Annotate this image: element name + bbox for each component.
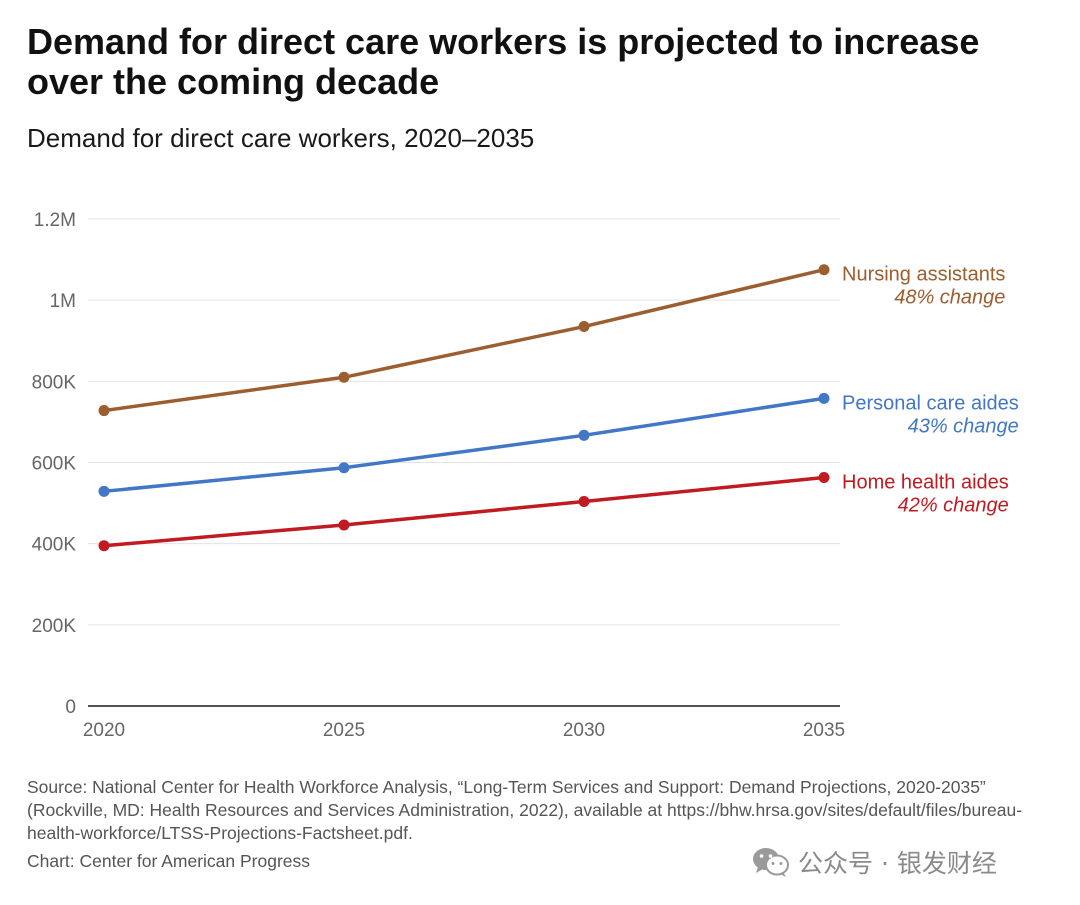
x-tick-label: 2025 — [323, 720, 365, 741]
series-label: Home health aides — [842, 472, 1009, 494]
wechat-icon — [752, 846, 790, 878]
x-tick-label: 2020 — [83, 720, 125, 741]
source-note: Source: National Center for Health Workf… — [27, 777, 1023, 843]
series-line — [102, 396, 826, 494]
data-point — [818, 264, 830, 276]
data-point — [338, 371, 350, 383]
y-tick-label: 600K — [32, 454, 77, 475]
watermark: 公众号 · 银发财经 — [752, 842, 997, 882]
grid-lines — [88, 218, 840, 626]
series-change-label: 48% change — [894, 287, 1005, 309]
data-point — [578, 429, 590, 441]
series — [98, 264, 830, 552]
data-point — [578, 495, 590, 507]
data-point — [98, 485, 110, 497]
y-tick-label: 800K — [32, 372, 77, 393]
data-point — [338, 519, 350, 531]
chart-credit: Chart: Center for American Progress — [27, 851, 311, 871]
data-point — [98, 405, 110, 417]
y-tick-label: 1.2M — [34, 210, 76, 231]
axes: 0 200K 400K 600K 800K 1M 1.2M 2020 2025 2030 2035 — [32, 210, 846, 741]
chart-title: Demand for direct care workers is projec… — [27, 21, 980, 102]
series-line — [102, 475, 826, 548]
y-tick-label: 200K — [32, 616, 77, 637]
series-change-label: 43% change — [908, 415, 1019, 437]
series-label: Personal care aides — [842, 392, 1019, 414]
data-point — [818, 472, 830, 484]
y-tick-label: 1M — [50, 291, 76, 312]
x-tick-label: 2035 — [803, 720, 845, 741]
y-tick-label: 0 — [65, 697, 76, 718]
series-label: Nursing assistants — [842, 264, 1005, 286]
chart-notes: Source: National Center for Health Workf… — [27, 776, 1047, 873]
data-point — [578, 321, 590, 333]
data-point — [338, 462, 350, 474]
watermark-text: 公众号 · 银发财经 — [798, 849, 997, 878]
series-line — [102, 267, 826, 413]
data-point — [98, 540, 110, 552]
series-change-label: 42% change — [898, 495, 1009, 517]
data-point — [818, 392, 830, 404]
y-tick-label: 400K — [32, 535, 77, 556]
chart-subtitle: Demand for direct care workers, 2020–203… — [27, 123, 535, 153]
x-tick-label: 2030 — [563, 720, 605, 741]
